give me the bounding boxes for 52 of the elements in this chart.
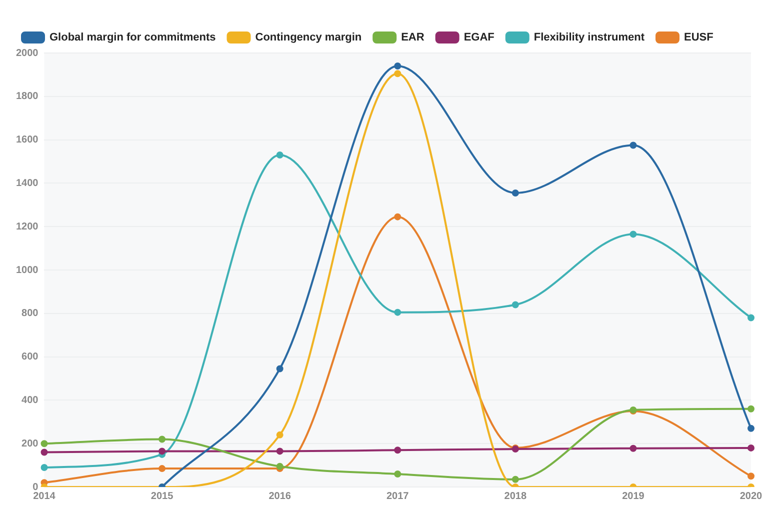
point [394,446,402,454]
y-tick-label: 400 [22,394,39,406]
point [276,448,284,455]
point [630,142,637,149]
legend-label: EGAF [464,32,495,44]
point [394,70,402,78]
point [748,472,754,480]
point [158,465,166,472]
point [40,448,48,456]
y-tick-label: 800 [22,308,39,320]
y-tick-label: 600 [22,352,39,363]
x-tick-label: 2014 [33,490,56,502]
x-tick-label: 2016 [268,490,292,502]
legend-label: EUSF [684,32,714,44]
point [630,230,637,238]
point [394,213,402,220]
x-tick-label: 2019 [622,490,645,502]
y-tick-label: 1200 [16,221,39,232]
x-tick-label: 2018 [504,490,527,502]
x-tick-label: 2017 [386,490,410,502]
point [276,431,284,438]
point [630,444,637,452]
legend-label: Global margin for commitments [50,32,216,44]
point [276,151,284,158]
point [394,308,402,316]
point [394,470,402,478]
y-tick-label: 0 [32,482,39,493]
legend-label: Contingency margin [255,32,362,44]
legend-label: Flexibility instrument [534,32,645,44]
x-tick-label: 2015 [150,490,174,502]
point [748,405,754,412]
point [40,464,48,471]
y-tick-label: 1800 [16,91,39,102]
point [748,314,754,322]
point [276,365,284,372]
x-tick-label: 2020 [740,490,763,502]
legend-label: EAR [401,32,424,44]
point [748,444,754,452]
point [512,476,519,483]
y-tick-label: 200 [22,438,39,450]
y-tick-label: 2000 [16,48,39,59]
y-tick-label: 1600 [16,134,39,146]
point [158,436,166,443]
point [394,62,402,70]
point [276,462,284,470]
point [40,440,48,448]
y-tick-label: 1000 [16,264,39,276]
point [512,301,519,308]
point [512,189,519,196]
point [748,424,754,432]
point [158,448,166,455]
y-tick-label: 1400 [16,178,39,189]
